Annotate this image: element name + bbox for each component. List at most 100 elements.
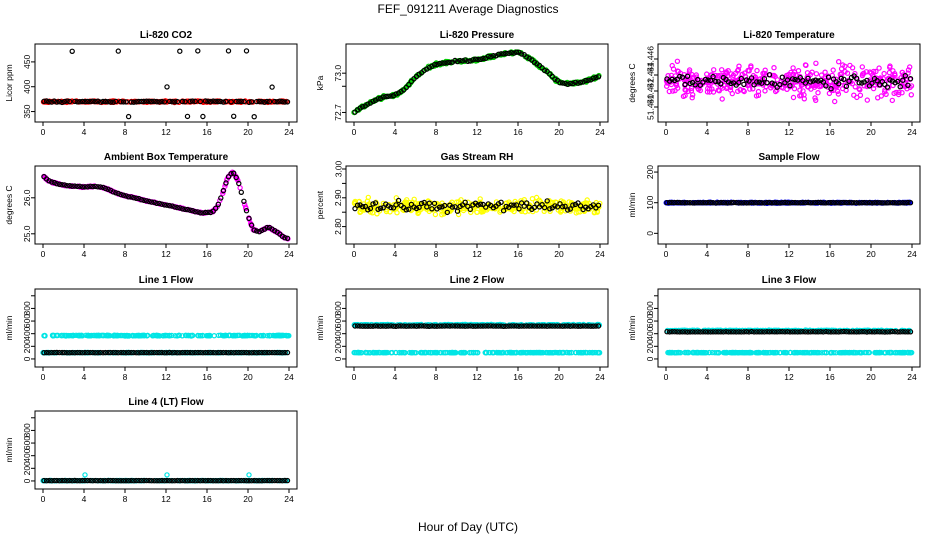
data-point (784, 199, 791, 206)
x-tick-label: 12 (472, 127, 482, 137)
data-point (436, 323, 443, 329)
data-point (754, 199, 760, 206)
series-average (352, 49, 602, 115)
data-point (89, 183, 96, 190)
data-point (444, 209, 450, 216)
data-point (69, 183, 75, 189)
figure-x-axis-label: Hour of Day (UTC) (418, 520, 518, 534)
data-point (700, 329, 706, 335)
x-tick-label: 4 (82, 127, 87, 137)
data-point (113, 478, 119, 484)
data-point (215, 98, 221, 105)
data-point (277, 477, 283, 484)
data-point (682, 81, 688, 88)
data-point (46, 350, 52, 356)
data-point (383, 93, 389, 100)
data-point (459, 350, 465, 356)
data-point (94, 333, 100, 339)
data-point (483, 350, 490, 356)
panel-title: Sample Flow (758, 152, 819, 163)
data-point (513, 49, 520, 55)
y-tick-label: 400 (645, 326, 655, 340)
data-point (709, 349, 716, 356)
x-tick-label: 24 (907, 372, 917, 382)
data-point (95, 184, 101, 190)
x-tick-label: 20 (866, 127, 876, 137)
data-point (164, 350, 170, 356)
data-point (490, 53, 497, 59)
data-point (100, 350, 106, 356)
data-point (746, 329, 752, 335)
data-point (541, 323, 548, 329)
data-point (531, 323, 538, 329)
data-point (900, 199, 906, 206)
data-point (534, 323, 540, 329)
data-point (184, 206, 191, 213)
data-point (92, 350, 99, 356)
x-tick-label: 16 (202, 372, 212, 382)
data-point (246, 215, 252, 222)
data-point (223, 332, 230, 339)
data-point (79, 184, 86, 190)
data-point (905, 349, 911, 356)
data-point (511, 202, 517, 208)
data-point (495, 203, 502, 210)
data-point (666, 329, 673, 335)
data-point (192, 349, 198, 356)
data-point (802, 199, 809, 206)
data-point (828, 85, 834, 92)
data-point (575, 323, 581, 329)
data-point (143, 349, 150, 356)
data-point (67, 332, 74, 339)
data-point (136, 195, 142, 202)
data-point (203, 333, 210, 339)
data-point (477, 323, 484, 329)
x-tick-label: 8 (746, 372, 751, 382)
data-point (493, 323, 499, 329)
data-point (136, 350, 142, 356)
data-point (585, 77, 591, 84)
data-point (836, 80, 842, 87)
data-point (700, 349, 707, 356)
data-point (205, 349, 211, 356)
y-axis-label: percent (315, 190, 325, 219)
data-point (375, 323, 381, 329)
data-point (895, 78, 901, 85)
data-point (354, 323, 361, 329)
data-point (66, 182, 73, 189)
data-point (88, 332, 95, 339)
data-point (557, 323, 563, 329)
data-point (524, 323, 530, 329)
x-tick-label: 0 (41, 372, 46, 382)
data-point (169, 98, 175, 105)
data-point (684, 329, 691, 335)
data-point (236, 349, 242, 356)
panel-title: Ambient Box Temperature (104, 152, 229, 163)
data-point (866, 349, 873, 356)
series-raw-low (665, 349, 915, 356)
y-axis-label: degrees C (4, 185, 14, 224)
data-point (787, 329, 793, 335)
data-point (769, 329, 775, 335)
data-point (511, 50, 517, 56)
data-point (457, 57, 463, 64)
data-point (115, 190, 122, 197)
data-point (102, 478, 109, 484)
data-point (549, 73, 556, 80)
data-point (370, 98, 376, 105)
data-point (274, 332, 280, 339)
data-point (861, 329, 868, 335)
x-tick-label: 0 (41, 249, 46, 259)
data-point (669, 199, 675, 206)
data-point (524, 200, 530, 206)
data-point (462, 199, 468, 205)
data-point (800, 199, 806, 206)
data-point (406, 206, 412, 212)
x-tick-label: 8 (434, 249, 439, 259)
data-point (566, 350, 573, 356)
data-point (248, 99, 255, 105)
data-point (902, 329, 909, 335)
data-point (856, 200, 862, 206)
data-point (77, 98, 83, 105)
